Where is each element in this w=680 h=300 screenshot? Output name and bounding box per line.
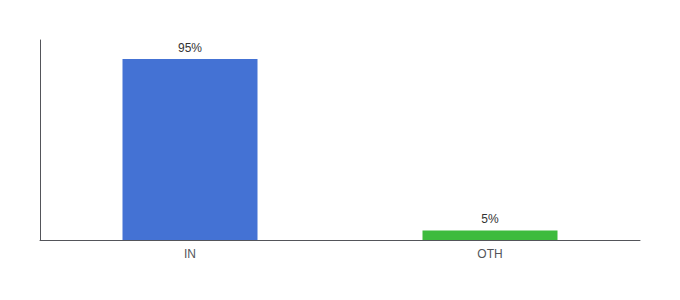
svg-text:5%: 5% (481, 212, 499, 226)
svg-text:95%: 95% (178, 41, 202, 55)
svg-text:OTH: OTH (477, 247, 502, 261)
svg-text:IN: IN (184, 247, 196, 261)
